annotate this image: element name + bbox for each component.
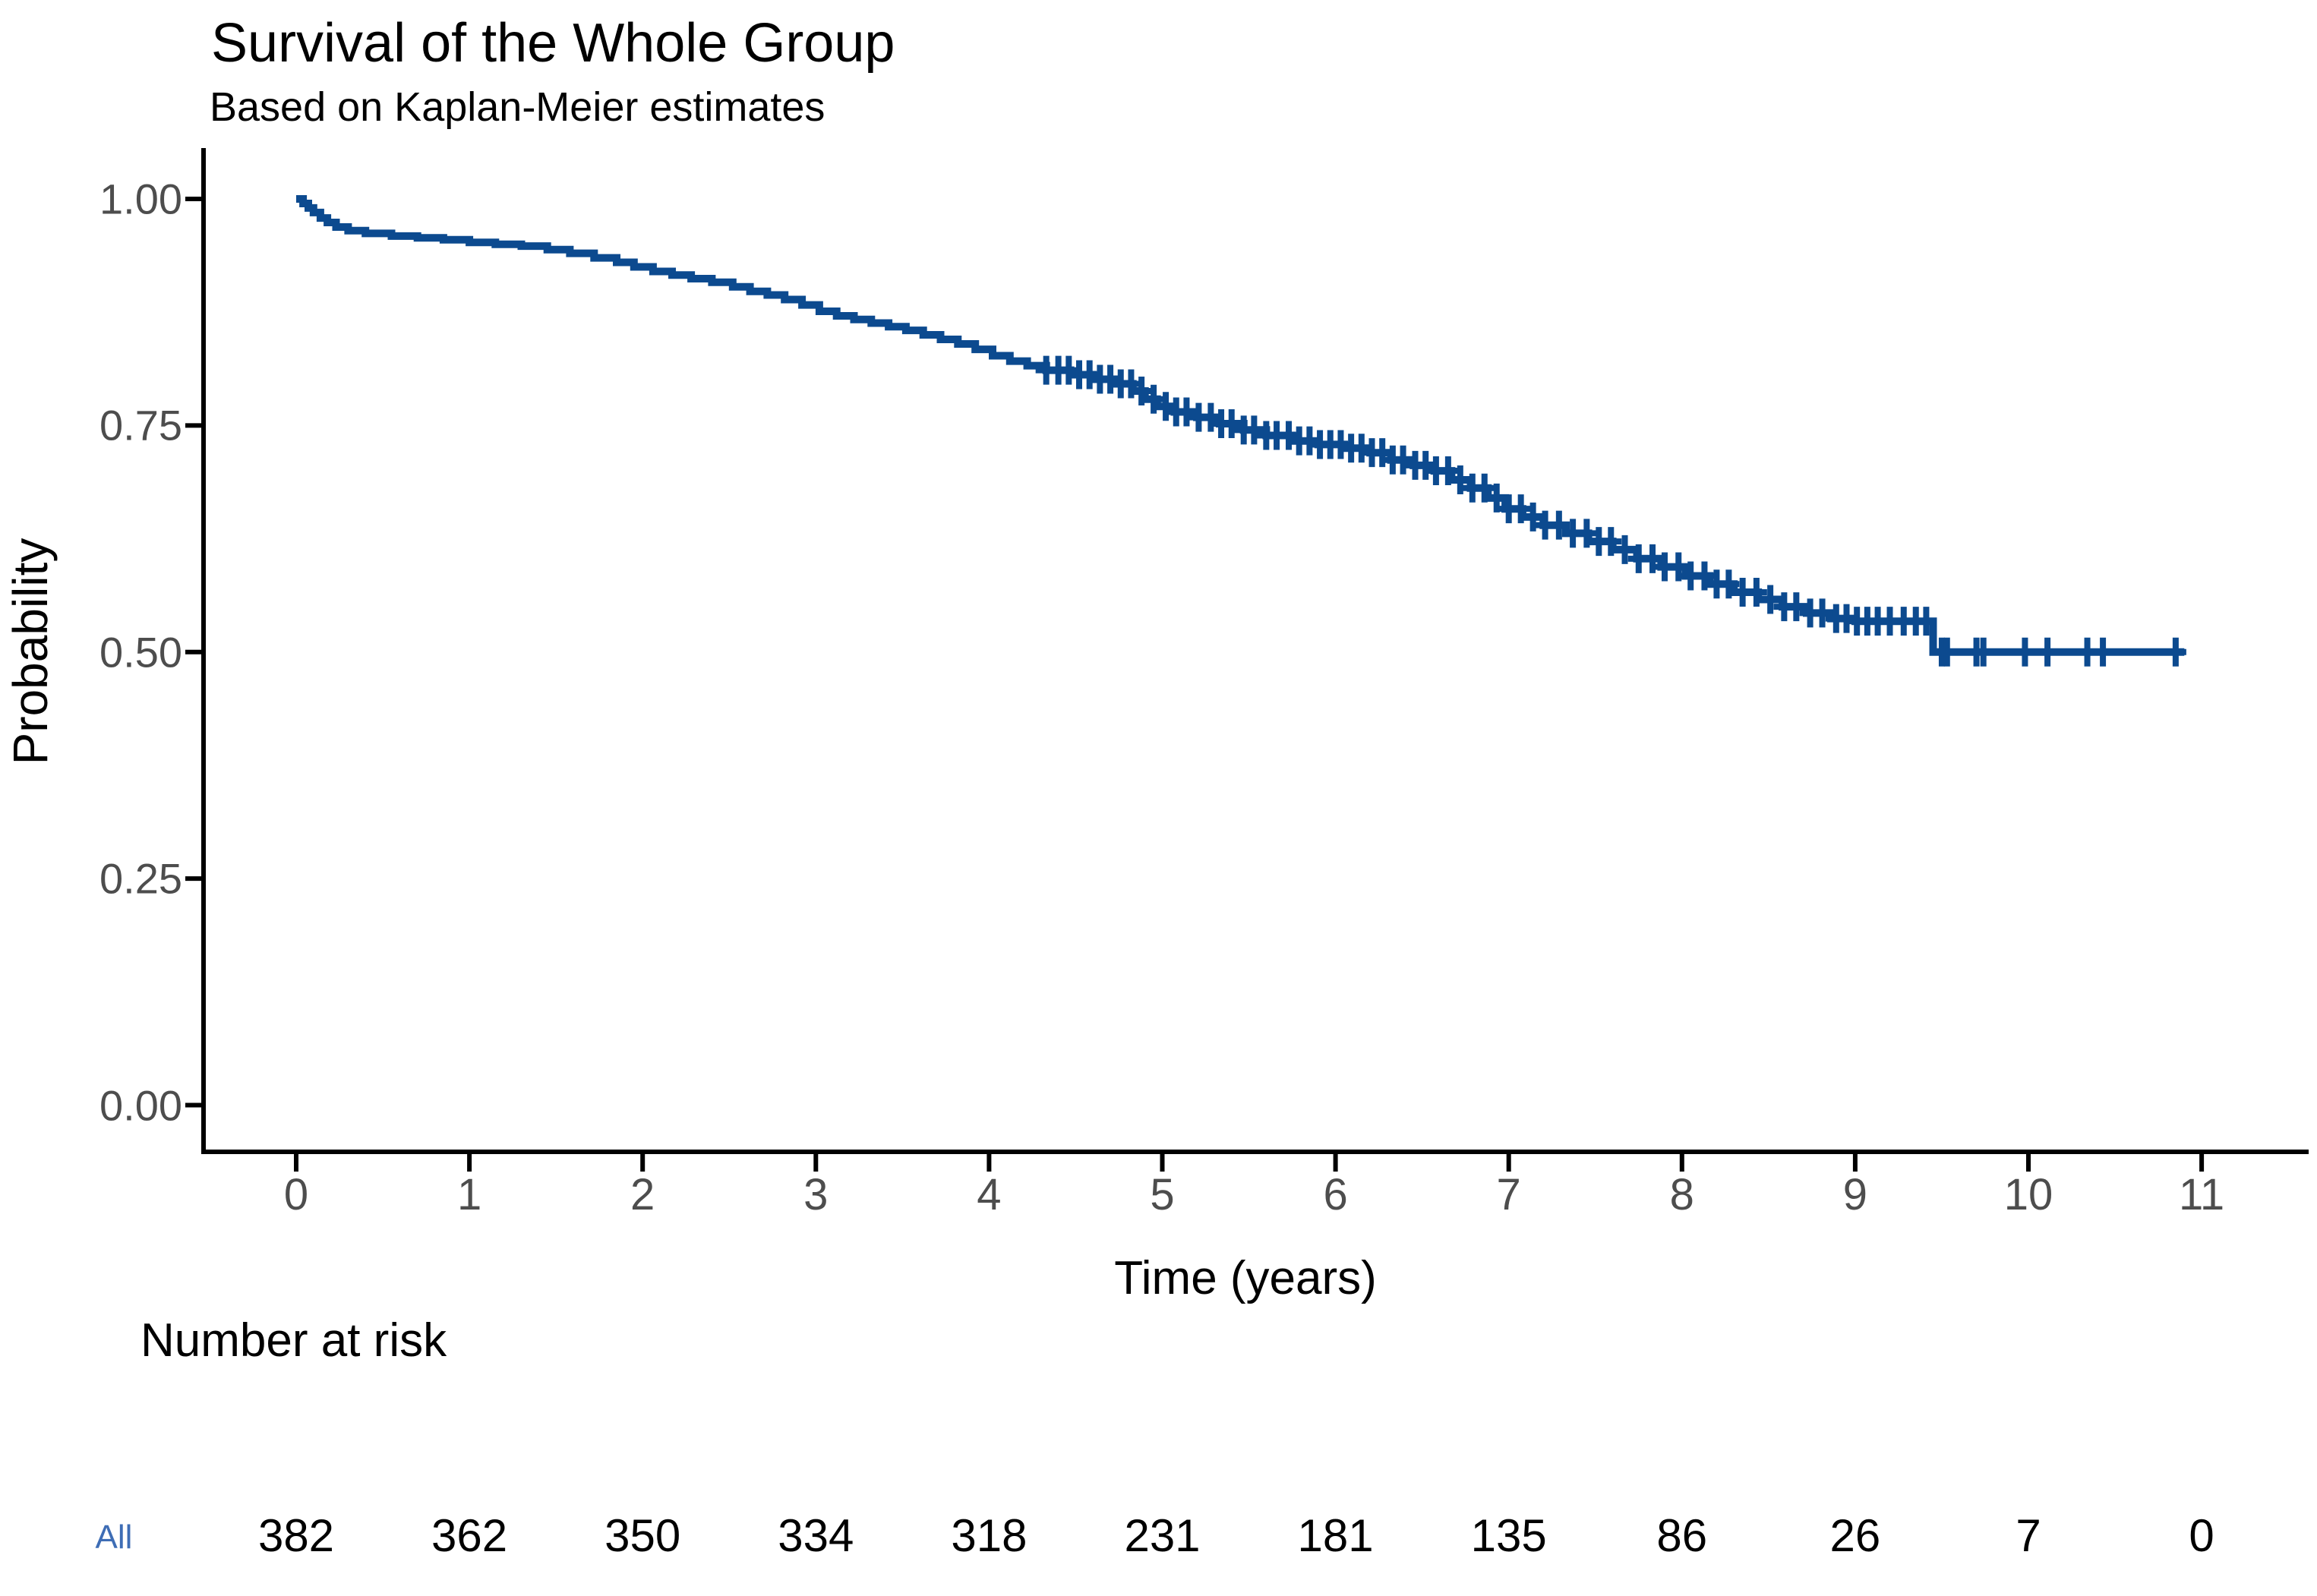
plot-subtitle: Based on Kaplan-Meier estimates <box>210 84 825 130</box>
y-tick-label: 0.00 <box>99 1081 182 1129</box>
y-tick-label: 0.25 <box>99 854 182 903</box>
x-tick-label: 11 <box>2178 1170 2225 1219</box>
y-tick-label: 0.50 <box>99 628 182 677</box>
x-tick-label: 7 <box>1496 1170 1521 1219</box>
x-tick-label: 8 <box>1669 1170 1694 1219</box>
risk-strata-label: All <box>95 1519 133 1556</box>
risk-count-value: 7 <box>2016 1510 2041 1561</box>
risk-count-value: 181 <box>1297 1510 1374 1561</box>
y-tick-label: 1.00 <box>99 175 182 223</box>
x-tick-label: 10 <box>2003 1170 2053 1219</box>
x-tick-label: 3 <box>803 1170 829 1219</box>
risk-count-value: 350 <box>605 1510 681 1561</box>
y-axis-title: Probability <box>3 538 58 765</box>
risk-count-value: 135 <box>1470 1510 1547 1561</box>
risk-count-value: 362 <box>431 1510 508 1561</box>
x-tick-label: 0 <box>283 1170 309 1219</box>
risk-count-value: 86 <box>1656 1510 1708 1561</box>
y-tick-label: 0.75 <box>99 401 182 449</box>
risk-table-title: Number at risk <box>140 1314 447 1367</box>
risk-count-value: 0 <box>2189 1510 2214 1561</box>
risk-count-value: 26 <box>1829 1510 1881 1561</box>
x-axis-title: Time (years) <box>1114 1252 1377 1304</box>
risk-count-value: 382 <box>257 1510 335 1561</box>
x-tick-label: 1 <box>456 1170 482 1219</box>
risk-count-value: 231 <box>1124 1510 1201 1561</box>
risk-count-value: 334 <box>778 1510 854 1561</box>
x-tick-label: 5 <box>1150 1170 1175 1219</box>
x-tick-label: 4 <box>977 1170 1002 1219</box>
page-title: Survival of the Whole Group <box>211 13 895 74</box>
x-tick-label: 2 <box>630 1170 655 1219</box>
risk-count-value: 318 <box>951 1510 1027 1561</box>
x-tick-label: 9 <box>1842 1170 1868 1219</box>
x-tick-label: 6 <box>1323 1170 1348 1219</box>
